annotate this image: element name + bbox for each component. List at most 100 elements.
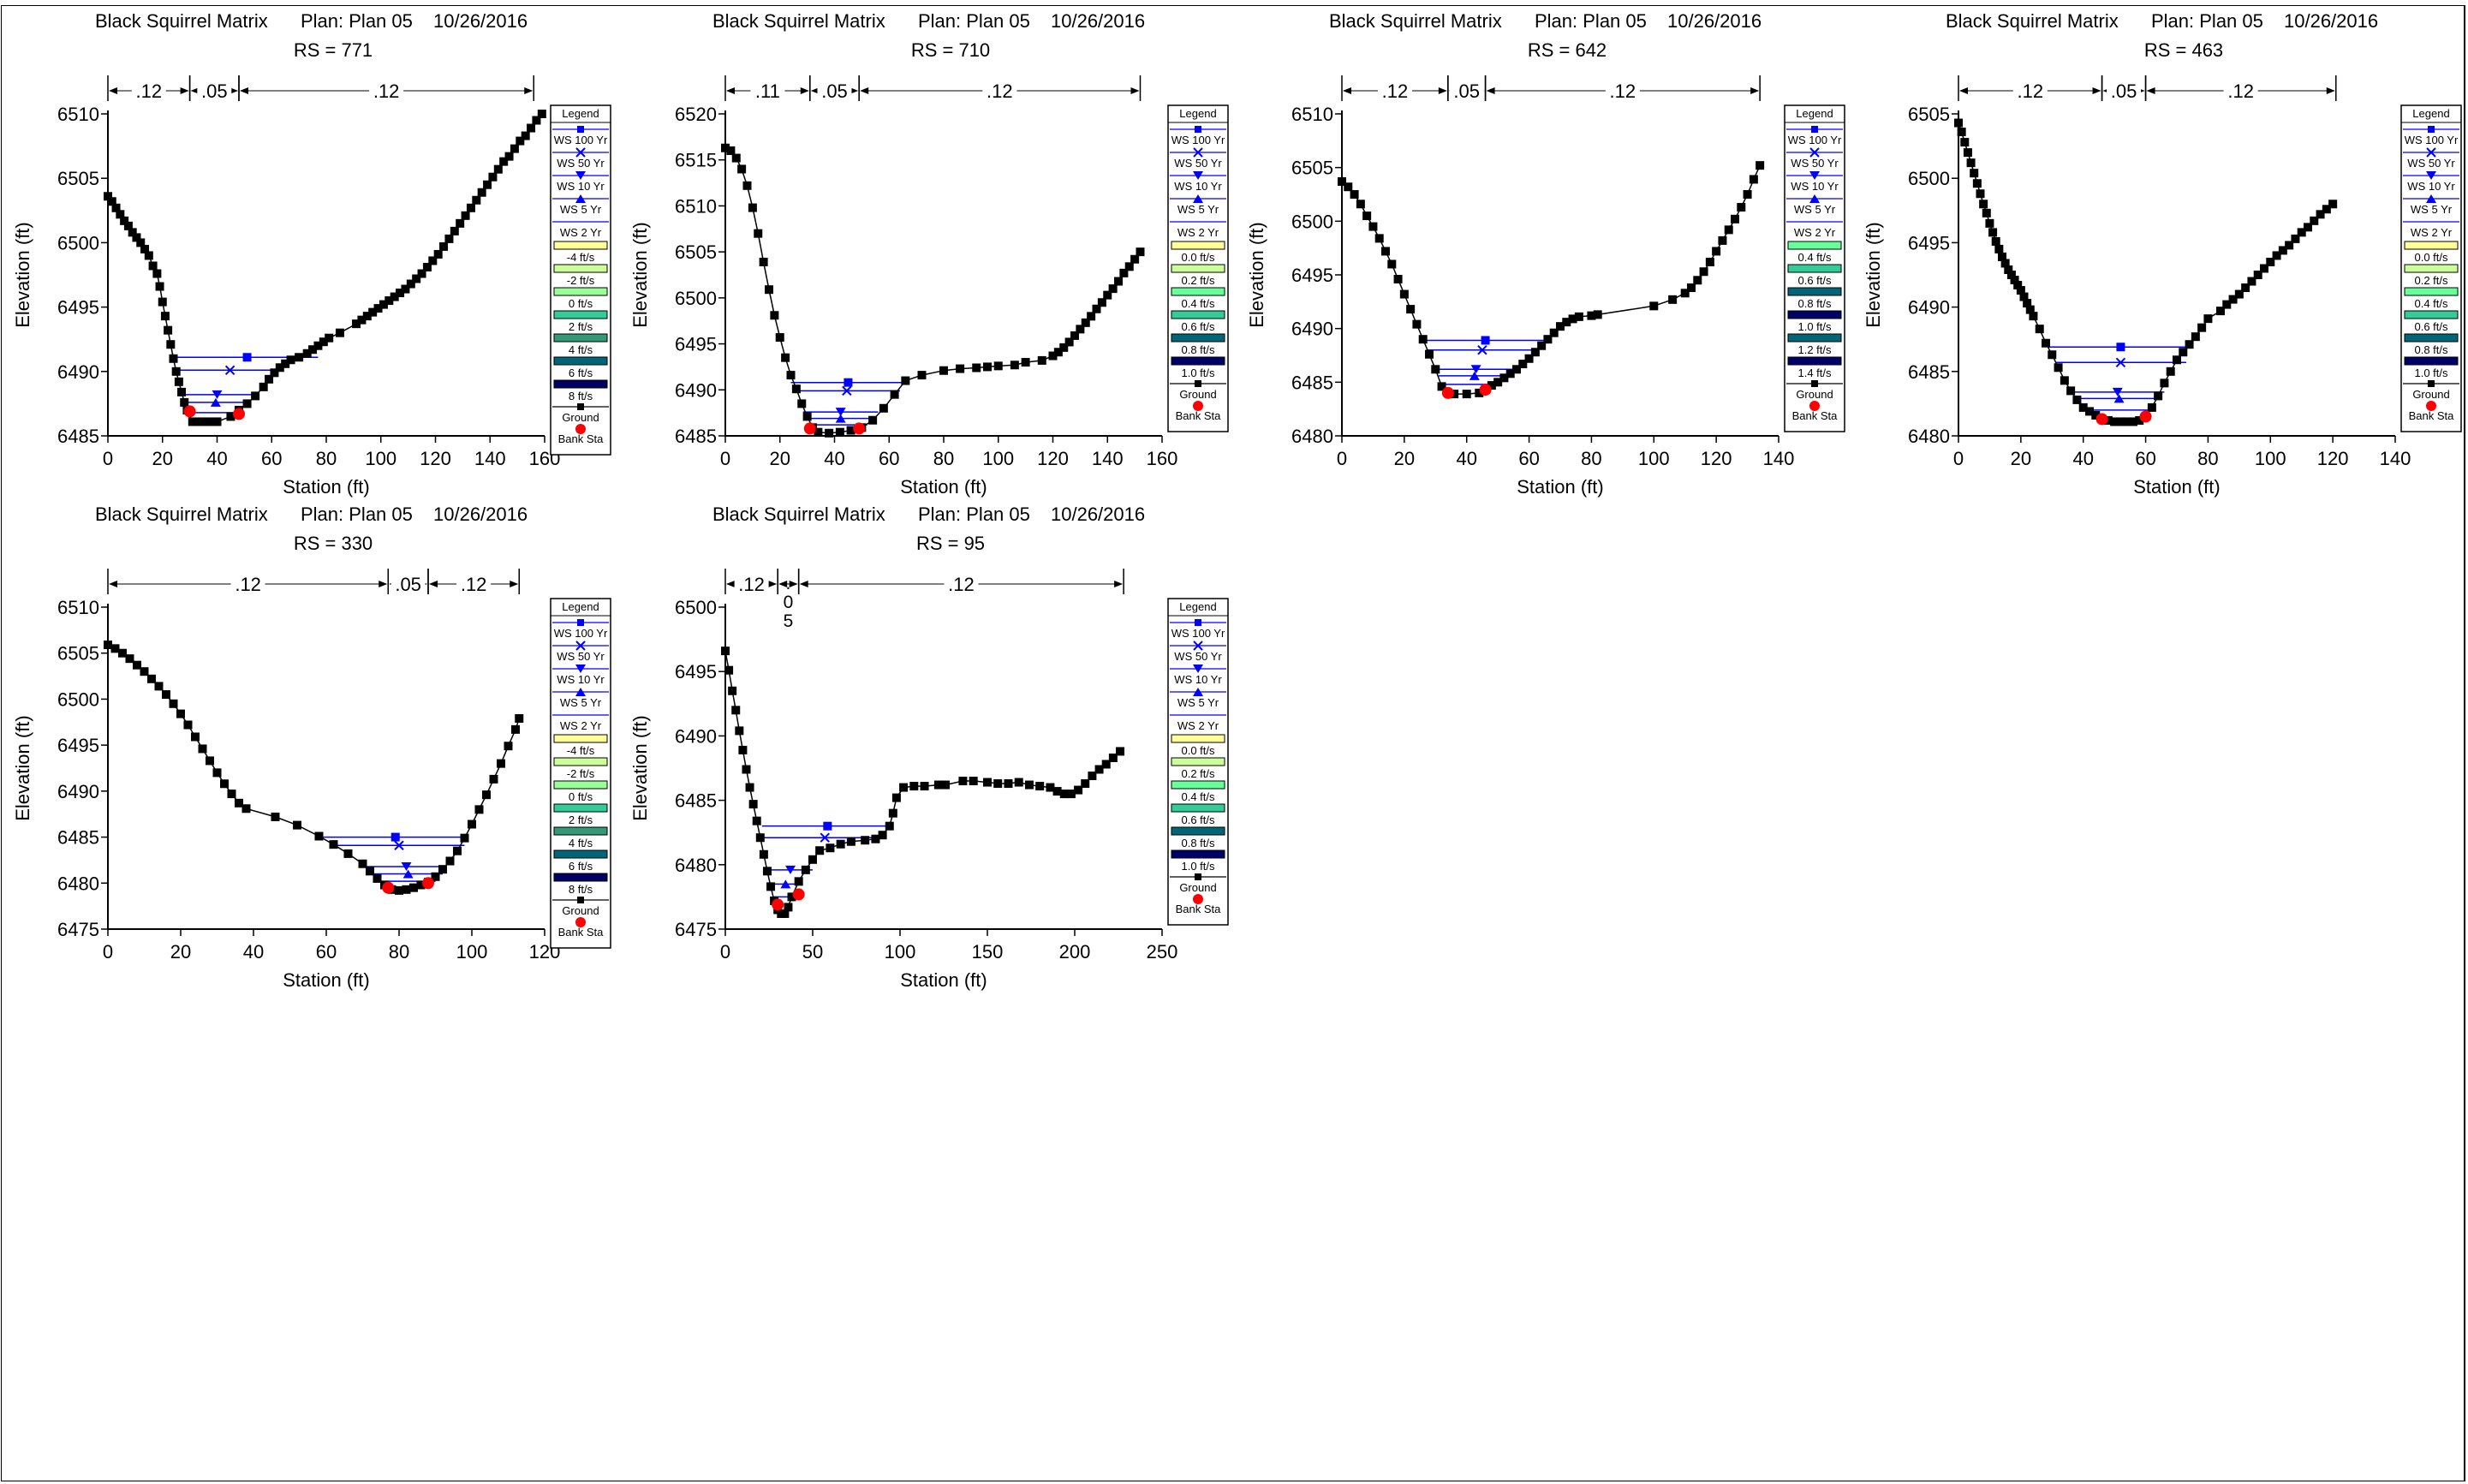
legend-ws-label: WS 2 Yr xyxy=(2411,226,2453,239)
legend-velocity-swatch xyxy=(1171,734,1225,743)
ground-point xyxy=(1381,247,1390,256)
legend-velocity-label: 0.8 ft/s xyxy=(2414,343,2448,356)
x-tick-label: 80 xyxy=(316,448,337,469)
ground-point xyxy=(395,885,403,895)
y-tick-label: 6495 xyxy=(675,334,717,355)
ground-point xyxy=(759,849,768,859)
ground-point xyxy=(2304,223,2312,232)
manning-n-label: .05 xyxy=(2111,80,2137,102)
ground-point xyxy=(1393,275,1403,284)
ground-point xyxy=(1368,222,1378,231)
ground-point xyxy=(1024,780,1034,790)
ground-point xyxy=(891,793,901,802)
ground-point xyxy=(1756,161,1765,170)
chart-date-label: 10/26/2016 xyxy=(433,10,528,32)
ground-point xyxy=(368,307,378,317)
ground-point xyxy=(1718,235,1727,245)
manning-n-label: .12 xyxy=(2017,80,2043,102)
ground-point xyxy=(814,427,823,437)
cross-section-chart-4: Black Squirrel Matrix Plan: Plan 05 10/26/… xyxy=(1863,10,2462,498)
ground-point xyxy=(445,856,455,866)
legend-velocity-swatch xyxy=(553,826,608,836)
ground-point xyxy=(787,892,796,902)
y-tick-label: 6475 xyxy=(675,919,717,940)
x-tick-label: 20 xyxy=(770,448,790,469)
legend-velocity-label: -4 ft/s xyxy=(567,744,595,757)
ground-point xyxy=(158,297,167,307)
x-axis-label: Station (ft) xyxy=(1517,476,1603,498)
manning-n-label: .12 xyxy=(1610,80,1636,102)
x-tick-label: 0 xyxy=(1953,448,1964,469)
ground-point xyxy=(169,354,178,363)
ground-point xyxy=(358,859,367,868)
ground-point xyxy=(206,756,214,766)
legend-velocity-label: 0 ft/s xyxy=(569,297,593,310)
x-axis-label: Station (ft) xyxy=(283,476,369,498)
ground-point xyxy=(412,274,421,283)
y-tick-label: 6495 xyxy=(1908,232,1950,253)
cross-section-chart-5: Black Squirrel Matrix Plan: Plan 05 10/26/… xyxy=(12,504,611,991)
ground-point xyxy=(402,885,411,894)
y-tick-label: 6505 xyxy=(675,241,717,263)
chart-legend: Legend WS 100 Yr WS 50 Yr WS 10 Yr WS 5 Yr WS… xyxy=(1167,104,1229,432)
x-tick-label: 20 xyxy=(2011,448,2031,469)
ground-point xyxy=(766,882,776,891)
x-tick-label: 140 xyxy=(1763,448,1795,469)
ground-point xyxy=(1543,335,1553,344)
legend-velocity-label: 0.4 ft/s xyxy=(1181,297,1215,310)
ground-point xyxy=(293,820,301,830)
ground-point xyxy=(1954,118,1963,128)
ground-point xyxy=(1737,203,1746,212)
ground-point xyxy=(1982,208,1991,218)
ground-point xyxy=(532,116,541,125)
manning-arrow-left xyxy=(810,87,820,94)
ground-point xyxy=(504,152,514,161)
manning-n-label: 5 xyxy=(784,611,794,631)
ground-point xyxy=(136,238,146,247)
ws-marker xyxy=(2116,343,2125,352)
ground-point xyxy=(972,363,981,372)
ground-point xyxy=(1362,212,1372,221)
x-tick-label: 200 xyxy=(1059,941,1091,963)
ground-point xyxy=(901,376,910,385)
manning-n-label: 0 xyxy=(784,593,794,612)
legend-velocity-swatch xyxy=(1787,356,1842,366)
ground-point xyxy=(1035,782,1045,791)
ground-point xyxy=(726,146,736,155)
ground-point xyxy=(2025,305,2035,314)
ground-point xyxy=(174,377,183,386)
legend-title: Legend xyxy=(1796,107,1833,120)
ground-point xyxy=(166,340,176,349)
legend-velocity-label: 6 ft/s xyxy=(569,860,593,873)
manning-arrow-left xyxy=(1959,87,1968,94)
y-tick-label: 6505 xyxy=(57,168,99,189)
ground-point xyxy=(775,333,784,343)
ground-point xyxy=(1010,361,1019,370)
ground-point xyxy=(791,384,801,394)
ground-point xyxy=(362,312,372,321)
ground-point xyxy=(1985,218,1994,228)
legend-bank-label: Bank Sta xyxy=(558,926,605,939)
manning-n-label: .05 xyxy=(201,80,228,102)
x-tick-label: 0 xyxy=(103,941,113,963)
ground-point xyxy=(1048,351,1058,361)
legend-ws-label: WS 100 Yr xyxy=(1788,134,1842,146)
ground-point xyxy=(1097,298,1106,307)
legend-ws-label: WS 50 Yr xyxy=(2407,157,2455,170)
ground-point xyxy=(176,709,185,718)
legend-ws-label: WS 100 Yr xyxy=(554,134,608,146)
legend-bank-label: Bank Sta xyxy=(1176,903,1222,915)
y-tick-label: 6500 xyxy=(675,288,717,309)
manning-arrow-left xyxy=(240,87,248,94)
y-tick-label: 6485 xyxy=(1908,361,1950,383)
legend-velocity-swatch xyxy=(553,333,608,343)
ground-point xyxy=(2110,417,2119,426)
ground-point xyxy=(1699,267,1708,277)
legend-velocity-swatch xyxy=(1171,803,1225,813)
ground-point xyxy=(281,359,290,368)
ground-point xyxy=(1562,318,1571,327)
ground-point xyxy=(2072,395,2082,404)
x-tick-label: 60 xyxy=(2135,448,2155,469)
ground-point xyxy=(762,867,772,876)
legend-velocity-label: 0.2 ft/s xyxy=(1181,274,1215,287)
